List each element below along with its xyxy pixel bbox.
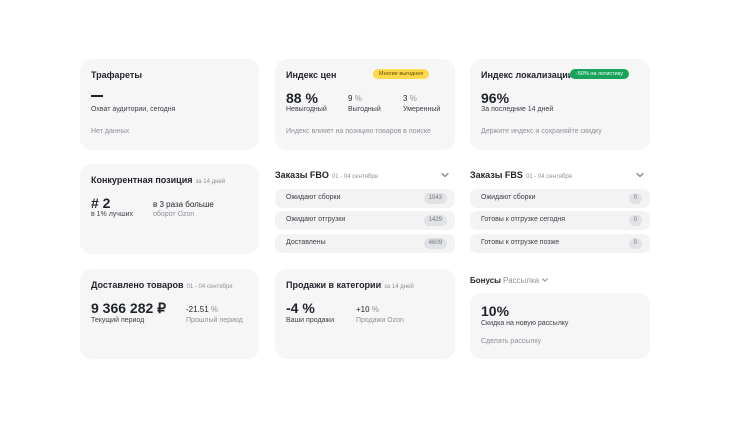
localization-index-card[interactable]: Индекс локализации -50% на логистику 96%… [470, 59, 650, 150]
price-index-badge: Многие выгоднее [373, 69, 430, 79]
delivered-side-value: -21.51 % [186, 305, 219, 314]
delivered-side-label: Прошлый период [186, 317, 243, 324]
fbs-row-count: 0 [628, 193, 642, 204]
fbo-orders-header: Заказы FBO 01 - 04 сентября [275, 170, 378, 180]
category-sales-main-label: Ваши продажи [286, 317, 335, 324]
empty-value-dash [91, 95, 103, 97]
fbo-row-awaiting-shipment[interactable]: Ожидают отгрузки 1429 [275, 211, 455, 230]
competitive-main-value: # 2 [91, 195, 111, 211]
price-index-footer: Индекс влияет на позицию товаров в поиск… [286, 128, 431, 135]
localization-main-value: 96% [481, 90, 510, 106]
category-sales-title: Продажи в категории за 14 дней [286, 280, 414, 290]
fbo-row-count: 1429 [423, 215, 447, 226]
fbo-row-awaiting-assembly[interactable]: Ожидают сборки 1043 [275, 189, 455, 208]
delivered-main-value: 9 366 282 ₽ [91, 300, 167, 316]
delivered-main-label: Текущий период [91, 317, 145, 324]
fbo-row-label: Доставлены [286, 239, 326, 246]
competitive-main-label: в 1% лучших [91, 211, 133, 218]
fbs-row-label: Готовы к отгрузке позже [481, 239, 560, 246]
category-sales-main-value: -4 % [286, 300, 315, 316]
delivered-period: 01 - 04 сентября [186, 284, 233, 290]
bonuses-main-value: 10% [481, 303, 510, 319]
fbs-row-label: Готовы к отгрузке сегодня [481, 216, 566, 223]
bonuses-header: Бонусы [470, 276, 501, 285]
bonuses-type-value: Рассылка [503, 276, 540, 286]
localization-main-label: За последние 14 дней [481, 106, 554, 113]
fbo-row-delivered[interactable]: Доставлены 4609 [275, 234, 455, 253]
create-mailing-link[interactable]: Сделать рассылку [481, 338, 541, 345]
fbs-row-ready-later[interactable]: Готовы к отгрузке позже 0 [470, 234, 650, 253]
fbo-period: 01 - 04 сентября [331, 174, 378, 180]
price-index-main-value: 88 % [286, 90, 318, 106]
competitive-position-card[interactable]: Конкурентная позиция за 14 дней # 2 в 1% … [80, 164, 259, 254]
category-sales-period: за 14 дней [384, 284, 414, 290]
price-index-label-2: Выгодный [348, 106, 381, 113]
delivered-goods-card[interactable]: Доставлено товаров 01 - 04 сентября 9 366… [80, 269, 259, 359]
fbo-row-count: 1043 [423, 193, 447, 204]
fbo-row-count: 4609 [423, 238, 447, 249]
templates-card[interactable]: Трафареты Охват аудитории, сегодня Нет д… [80, 59, 259, 150]
fbs-chevron-down-icon[interactable] [635, 170, 645, 180]
fbo-row-label: Ожидают отгрузки [286, 216, 346, 223]
price-index-value-3: 3 % [403, 94, 417, 103]
competitive-period: за 14 дней [195, 179, 226, 185]
price-index-main-label: Невыгодный [286, 106, 327, 113]
bonuses-type-dropdown[interactable]: Рассылка [503, 276, 549, 286]
category-sales-side-label: Продажи Ozon [356, 317, 404, 324]
fbs-row-label: Ожидают сборки [481, 194, 536, 201]
fbo-row-label: Ожидают сборки [286, 194, 341, 201]
competitive-side-label: оборот Ozon [153, 211, 195, 218]
price-index-card[interactable]: Индекс цен Многие выгоднее 88 % Невыгодн… [275, 59, 455, 150]
fbs-row-count: 0 [628, 215, 642, 226]
category-sales-side-value: +10 % [356, 305, 379, 314]
bonuses-card[interactable]: 10% Скидка на новую рассылку Сделать рас… [470, 293, 650, 359]
templates-title: Трафареты [91, 70, 143, 80]
price-index-value-2: 9 % [348, 94, 362, 103]
localization-footer: Держите индекс и сохраняйте скидку [481, 128, 602, 135]
price-index-title: Индекс цен [286, 70, 337, 80]
templates-value-sub: Охват аудитории, сегодня [91, 106, 176, 113]
fbs-row-awaiting-assembly[interactable]: Ожидают сборки 0 [470, 189, 650, 208]
category-sales-card[interactable]: Продажи в категории за 14 дней -4 % Ваши … [275, 269, 455, 359]
competitive-title: Конкурентная позиция за 14 дней [91, 175, 226, 185]
competitive-side-value: в 3 раза больше [153, 200, 214, 209]
delivered-title: Доставлено товаров 01 - 04 сентября [91, 280, 233, 290]
bonuses-main-label: Скидка на новую рассылку [481, 320, 569, 327]
fbs-row-count: 0 [628, 238, 642, 249]
bonuses-chevron-down-icon [541, 276, 549, 286]
localization-title: Индекс локализации [481, 70, 574, 80]
fbs-period: 01 - 04 сентября [525, 174, 572, 180]
fbo-chevron-down-icon[interactable] [440, 170, 450, 180]
price-index-label-3: Умеренный [403, 106, 441, 113]
templates-footer: Нет данных [91, 128, 130, 135]
fbs-orders-header: Заказы FBS 01 - 04 сентября [470, 170, 572, 180]
fbs-row-ready-today[interactable]: Готовы к отгрузке сегодня 0 [470, 211, 650, 230]
localization-badge: -50% на логистику [570, 69, 629, 79]
